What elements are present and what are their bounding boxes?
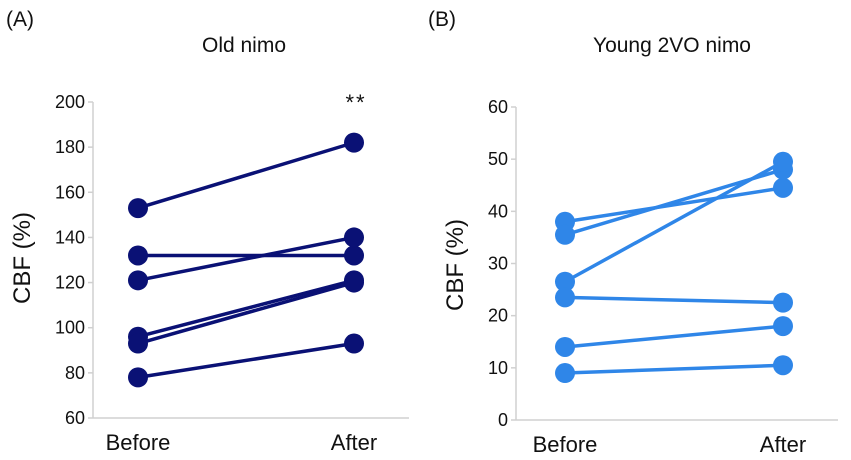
panel-b-series-line <box>564 363 784 375</box>
panel-b-y-tick-label: 10 <box>488 358 508 378</box>
panel-b-y-tick-label: 60 <box>488 97 508 117</box>
panel-b-x-category-label: After <box>760 432 806 457</box>
panel-a-data-point <box>344 333 364 354</box>
panel-a-y-axis-label: CBF (%) <box>9 212 36 304</box>
panel-a-data-point <box>344 227 364 248</box>
panel-a-data-point <box>344 245 364 266</box>
panel-a-y-tick-label: 100 <box>55 318 85 338</box>
panel-b-data-point <box>555 336 575 357</box>
panel-a-plot: 60 80 100 120 140 160 180 200 Before After <box>55 92 409 455</box>
panel-b-title: Young 2VO nimo <box>593 34 751 57</box>
panel-b-y-tick-label: 0 <box>498 410 508 430</box>
panel-a-data-point <box>128 245 148 266</box>
panel-b-series-line <box>564 160 784 284</box>
panel-b-y-axis-label: CBF (%) <box>442 219 469 311</box>
panel-b-series-line <box>564 295 784 305</box>
panel-b-data-point <box>773 292 793 313</box>
panel-b-x-category-label: Before <box>533 432 598 457</box>
panel-b-data-point <box>773 355 793 376</box>
panel-b-label: (B) <box>428 8 456 31</box>
panel-a-y-tick-label: 60 <box>65 408 85 428</box>
panel-a-data-point <box>128 198 148 219</box>
panel-a-y-tick-label: 160 <box>55 182 85 202</box>
panel-b-data-point <box>773 151 793 172</box>
panel-a-series-line <box>137 278 355 339</box>
panel-b-y-tick-label: 30 <box>488 254 508 274</box>
panel-a-label: (A) <box>6 8 34 31</box>
panel-a-y-tick-label: 120 <box>55 273 85 293</box>
panel-b-y-tick-label: 40 <box>488 201 508 221</box>
panel-a-series-line <box>137 341 355 380</box>
panel-b-data-point <box>773 177 793 198</box>
panel-a-data-point <box>128 333 148 354</box>
panel-b-y-tick-label: 20 <box>488 306 508 326</box>
panel-a-y-tick-label: 200 <box>55 92 85 112</box>
panel-a-series-line <box>137 280 355 346</box>
panel-a-y-tick-label: 180 <box>55 137 85 157</box>
panel-a-data-point <box>128 367 148 388</box>
panel-b-series-line <box>564 324 784 349</box>
panel-a-title: Old nimo <box>202 34 286 57</box>
panel-a-x-category-label: Before <box>106 430 171 455</box>
panel-a-series-line <box>137 235 355 283</box>
panel-a-data-point <box>344 272 364 293</box>
panel-b-series-line <box>564 186 784 224</box>
panel-a-y-tick-label: 140 <box>55 227 85 247</box>
panel-b-data-point <box>555 224 575 245</box>
panel-b-y-tick-label: 50 <box>488 149 508 169</box>
panel-a-x-category-label: After <box>331 430 377 455</box>
panel-b-plot: 0 10 20 30 40 50 60 Before After <box>488 97 838 457</box>
panel-a-data-point <box>344 132 364 153</box>
panel-a-y-tick-label: 80 <box>65 363 85 383</box>
panel-b-data-point <box>773 316 793 337</box>
panel-b-data-point <box>555 363 575 384</box>
panel-a-significance-annotation: ** <box>345 90 366 115</box>
panel-a-data-point <box>128 270 148 291</box>
panel-b-data-point <box>555 287 575 308</box>
panel-a-series-line <box>137 140 355 210</box>
panel-b-data-point <box>555 271 575 292</box>
